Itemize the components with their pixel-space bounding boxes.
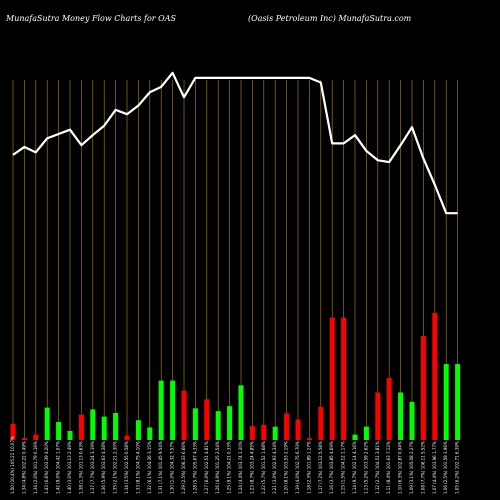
money-flow-bar (158, 380, 164, 440)
x-tick-label: 1.13 (5.2%) 103.59 2.62% (363, 441, 368, 494)
money-flow-bar (56, 422, 62, 440)
x-tick-label: 1.14 (9.7%) 102.14 4.16% (352, 441, 357, 494)
x-tick-label: 1.09 (3.1%) 105.08 2.27% (409, 441, 414, 494)
grid-lines (12, 80, 458, 440)
x-tick-label: 1.05 (6.2%) 102.71 6.39% (455, 441, 460, 494)
money-flow-bar (67, 431, 73, 440)
money-flow-bar (10, 423, 16, 440)
money-flow-bar (455, 364, 461, 440)
x-tick-label: 1.26 (4.9%) 101.25 2.54% (215, 441, 220, 494)
x-tick-label: 1.30 (1.0%) 104.32 7.57% (170, 441, 175, 494)
money-flow-bars (10, 312, 461, 440)
money-flow-bar (204, 399, 210, 440)
x-tick-label: 1.43 (6.6%) 103.39 4.20% (44, 441, 49, 494)
x-tick-label: 1.22 (5.7%) 101.52 1.68% (261, 441, 266, 494)
money-flow-bar (329, 317, 335, 440)
x-tick-label: 1.07 (4.4%) 103.96 1.77% (432, 441, 437, 494)
money-flow-bar (409, 401, 415, 440)
money-flow-bar (135, 420, 141, 440)
chart-source: (Oasis Petroleum Inc) MunafaSutra.com (248, 14, 412, 23)
x-tick-label: 1.18 (2.3%) 101.89 1.27% (306, 441, 311, 494)
x-tick-label: 1.27 (6.0%) 102.51 4.81% (204, 441, 209, 494)
x-tick-label: 1.37 (7.7%) 103.24 3.19% (90, 441, 95, 494)
money-flow-bar (192, 408, 198, 440)
x-tick-label: 1.06 (2.5%) 101.59 3.96% (443, 441, 448, 494)
x-tick-label: 1.20 (8.1%) 103.53 2.19% (284, 441, 289, 494)
x-tick-label: 1.31 (7.1%) 101.45 9.54% (158, 441, 163, 494)
money-flow-bar (420, 335, 426, 440)
x-tick-label: 1.36 (5.9%) 103.63 4.38% (101, 441, 106, 494)
x-tick-label: 1.50 (10.4%) 105.21 10.07% (10, 436, 15, 494)
x-tick-label: 1.34 (4.8%) 102.22 0.49% (21, 441, 26, 494)
x-tick-label: 1.11 (8.4%) 101.63 7.12% (386, 441, 391, 494)
x-tick-label: 1.08 (7.7%) 106.11 5.52% (420, 441, 425, 494)
money-flow-bar (78, 414, 84, 440)
price-line-path (12, 71, 458, 215)
x-tick-label: 1.19 (4.0%) 102.75 6.70% (295, 441, 300, 494)
money-flow-bar (432, 312, 438, 440)
x-tick-label: 1.25 (9.1%) 104.21 0.33% (227, 441, 232, 494)
money-flow-bar (295, 419, 301, 440)
money-flow-bar (375, 392, 381, 440)
x-tick-label: 1.16 (3.7%) 103.85 4.69% (329, 441, 334, 494)
money-flow-bar (363, 426, 369, 440)
money-flow-bar (386, 378, 392, 440)
x-tick-label: 1.17 (7.2%) 103.12 5.58% (318, 441, 323, 494)
money-flow-bar (90, 409, 96, 440)
chart-title: MunafaSutra Money Flow Charts for OAS (6, 14, 176, 23)
money-flow-bar (318, 406, 324, 440)
x-tick-label: 1.33 (8.1%) 104.75 4.10% (135, 441, 140, 494)
money-flow-bar (147, 427, 153, 440)
money-flow-bar (272, 426, 278, 440)
money-flow-bar (124, 435, 130, 440)
money-flow-bar (21, 438, 27, 440)
x-tick-label: 1.28 (5.7%) 105.67 4.33% (192, 441, 197, 494)
money-flow-bar (284, 413, 290, 440)
money-flow-bar (249, 425, 255, 440)
x-tick-labels: 1.50 (10.4%) 105.21 10.07% 1.34 (4.8%) 10… (10, 436, 460, 494)
money-flow-bar (398, 392, 404, 440)
money-flow-bar (44, 407, 50, 440)
money-flow-bar (33, 434, 39, 440)
money-flow-bar (306, 438, 312, 440)
x-tick-label: 1.38 (1.3%) 101.13 0.63% (78, 441, 83, 494)
x-tick-label: 1.12 (2.7%) 104.51 3.81% (375, 441, 380, 494)
x-tick-label: 1.24 (4.4%) 103.74 1.20% (238, 441, 243, 494)
x-tick-label: 1.23 (8.7%) 103.24 4.85% (249, 441, 254, 494)
x-tick-label: 1.34 (3.5%) 102.55 0.58% (124, 441, 129, 494)
x-tick-label: 1.21 (3.0%) 102.93 4.34% (272, 441, 277, 494)
money-flow-bar (101, 416, 107, 440)
money-flow-bar (443, 364, 449, 440)
x-tick-label: 1.10 (6.3%) 102.87 0.94% (398, 441, 403, 494)
x-tick-label: 1.32 (6.1%) 104.36 3.15% (147, 441, 152, 494)
x-tick-label: 1.42 (9.0%) 104.42 1.07% (56, 441, 61, 494)
x-tick-label: 1.35 (2.1%) 102.21 2.30% (113, 441, 118, 494)
x-tick-label: 1.40 (3.0%) 103.13 2.49% (67, 441, 72, 494)
money-flow-bar (238, 385, 244, 440)
x-tick-label: 1.29 (2.5%) 106.33 6.66% (181, 441, 186, 494)
money-flow-bar (181, 390, 187, 440)
money-flow-bar (352, 434, 358, 440)
x-tick-label: 1.15 (1.5%) 104.12 1.17% (341, 441, 346, 494)
money-flow-bar (341, 317, 347, 440)
money-flow-bar (261, 424, 267, 440)
money-flow-bar (170, 380, 176, 440)
price-line (12, 71, 458, 215)
money-flow-bar (215, 411, 221, 440)
x-tick-label: 1.34 (2.0%) 101.79 0.16% (33, 441, 38, 494)
money-flow-bar (227, 406, 233, 440)
money-flow-bar (113, 413, 119, 440)
